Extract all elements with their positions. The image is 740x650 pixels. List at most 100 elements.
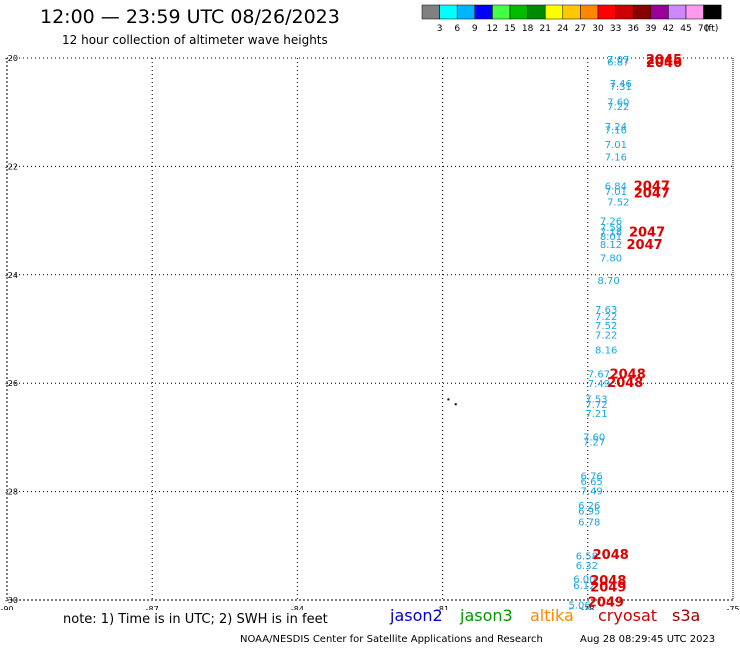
time-label: 2047 [634, 186, 670, 201]
legend-label: 45 [680, 24, 691, 34]
time-label: 2049 [590, 580, 626, 595]
time-label: 2048 [590, 574, 626, 589]
wave-height-label: 5.06 [568, 600, 590, 610]
wave-height-label: 6.26 [578, 501, 600, 512]
wave-height-label: 6.84 [605, 181, 627, 192]
wave-height-label: 7.26 [600, 217, 622, 228]
wave-height-label: 6.78 [578, 517, 600, 528]
satellite-jason2-label: jason2 [390, 606, 443, 625]
wave-height-label: 8.12 [600, 240, 622, 251]
satellite-jason3-label: jason3 [460, 606, 513, 625]
legend-label: 6 [454, 24, 460, 34]
color-scale-legend: 3 6 9 12 15 18 21 24 27 30 33 36 39 42 45 70(ft) [421, 4, 722, 34]
map-title: 12:00 — 23:59 UTC 08/26/2023 [40, 6, 340, 28]
y-tick-label: -24 [5, 271, 18, 280]
legend-label: 39 [645, 24, 657, 34]
units-note: note: 1) Time is in UTC; 2) SWH is in fe… [63, 612, 328, 627]
wave-height-label: 7.24 [605, 122, 627, 133]
wave-height-label: 7.07 [607, 55, 629, 66]
wave-height-label: 6.58 [576, 552, 598, 563]
wave-height-label: 7.67 [588, 369, 610, 380]
wave-height-label: 7.63 [595, 305, 617, 316]
y-tick-label: -30 [5, 596, 18, 605]
wave-height-label: 7.53 [585, 394, 607, 405]
legend-label: 33 [610, 24, 621, 34]
wave-height-label: 7.18 [600, 227, 622, 238]
legend-label: 36 [627, 24, 639, 34]
wave-height-label: 7.60 [607, 97, 629, 108]
wave-height-label: 8.01 [600, 232, 622, 243]
wave-height-label: 7.49 [588, 379, 610, 390]
time-label: 2048 [593, 548, 629, 563]
wave-height-label: 7.60 [583, 432, 605, 443]
map-subtitle: 12 hour collection of altimeter wave hei… [62, 33, 328, 47]
wave-height-map: -90 -87 -84 -81 -78 -75 -20 -22 -24 -26 -28 -30 7.07… [0, 53, 739, 610]
legend-swatch [703, 4, 722, 20]
wave-height-label: 5.30 [568, 607, 590, 610]
wave-height-label: 7.52 [607, 198, 629, 209]
wave-height-label: 6.87 [607, 57, 629, 68]
wave-height-label: 7.22 [595, 330, 617, 341]
x-tick-label: -81 [436, 605, 449, 610]
y-tick-label: -28 [5, 488, 18, 497]
legend-label: 12 [487, 24, 498, 34]
map-frame [6, 57, 734, 601]
wave-height-label: 8.16 [595, 346, 617, 357]
wave-height-label: 7.01 [605, 140, 627, 151]
legend-label: 42 [663, 24, 674, 34]
wave-height-label: 7.16 [605, 153, 627, 164]
wave-height-label: 8.70 [597, 276, 619, 287]
x-tick-label: -90 [0, 605, 13, 610]
wave-height-label: 7.49 [581, 487, 603, 498]
land-point [447, 398, 450, 401]
time-label: 2047 [627, 238, 663, 253]
x-tick-label: -78 [581, 605, 594, 610]
wave-height-label: 6.00 [573, 574, 595, 585]
y-tick-label: -20 [5, 54, 18, 63]
x-tick-label: -75 [726, 605, 739, 610]
legend-label: 15 [504, 24, 515, 34]
wave-height-label: 6.65 [581, 477, 603, 488]
wave-height-label: 7.22 [607, 102, 629, 113]
wave-height-label: 7.27 [583, 438, 605, 449]
wave-height-label: 7.59 [600, 223, 622, 234]
wave-height-label: 7.31 [610, 82, 632, 93]
footer-timestamp: Aug 28 08:29:45 UTC 2023 [580, 634, 716, 645]
legend-label: 70 [698, 24, 710, 34]
y-tick-label: -26 [5, 379, 18, 388]
legend-label: 3 [437, 24, 443, 34]
wave-height-label: 6.32 [576, 561, 598, 572]
time-label: 2048 [610, 367, 646, 382]
x-tick-label: -87 [146, 605, 159, 610]
legend-label: 18 [522, 24, 534, 34]
legend-label: 21 [539, 24, 550, 34]
legend-label: (ft) [705, 24, 719, 34]
time-label: 2046 [646, 56, 682, 71]
footer-credit: NOAA/NESDIS Center for Satellite Applica… [240, 634, 543, 645]
wave-height-label: 7.01 [605, 187, 627, 198]
legend-label: 9 [472, 24, 478, 34]
time-label: 2047 [629, 225, 665, 240]
wave-height-label: 6.12 [573, 581, 595, 592]
wave-height-label: 7.16 [605, 126, 627, 137]
wave-height-label: 6.76 [581, 471, 603, 482]
satellite-altika-label: altika [530, 606, 574, 625]
wave-height-label: 7.22 [595, 312, 617, 323]
wave-height-label: 6.95 [578, 507, 600, 518]
x-tick-label: -84 [291, 605, 304, 610]
wave-height-label: 7.72 [585, 400, 607, 411]
y-tick-label: -22 [5, 162, 18, 171]
wave-height-label: 7.52 [595, 321, 617, 332]
legend-label: 27 [575, 24, 586, 34]
wave-height-label: 7.46 [610, 79, 632, 90]
legend-label: 30 [592, 24, 604, 34]
wave-height-label: 7.21 [585, 409, 607, 420]
time-label: 2049 [588, 596, 624, 610]
wave-height-label: 7.80 [600, 253, 622, 264]
legend-label: 24 [557, 24, 569, 34]
time-label: 2047 [634, 179, 670, 194]
satellite-cryosat-label: cryosat [598, 606, 658, 625]
time-label: 2045 [646, 53, 682, 68]
land-point [454, 403, 457, 406]
satellite-s3a-label: s3a [672, 606, 701, 625]
